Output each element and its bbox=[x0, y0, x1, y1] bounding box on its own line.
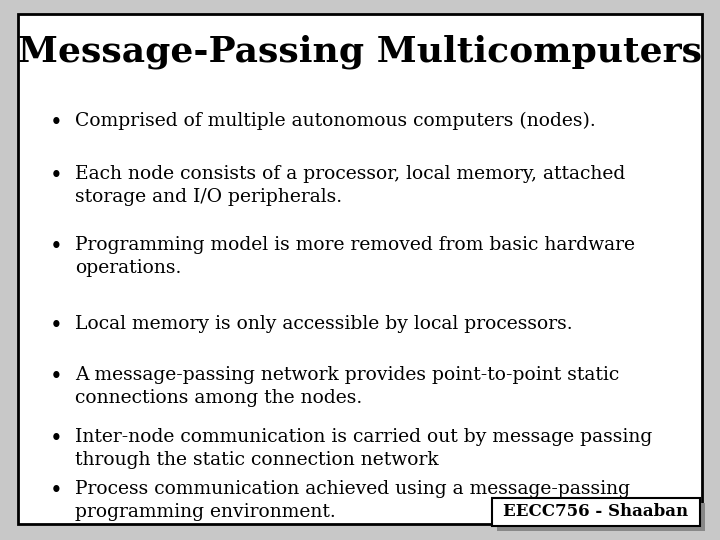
Text: •: • bbox=[50, 112, 63, 134]
Text: Comprised of multiple autonomous computers (nodes).: Comprised of multiple autonomous compute… bbox=[75, 112, 595, 130]
Text: EECC756 - Shaaban: EECC756 - Shaaban bbox=[503, 503, 688, 521]
Text: Local memory is only accessible by local processors.: Local memory is only accessible by local… bbox=[75, 315, 572, 333]
Text: •: • bbox=[50, 236, 63, 258]
Text: •: • bbox=[50, 165, 63, 187]
Text: •: • bbox=[50, 428, 63, 450]
Text: Inter-node communication is carried out by message passing
through the static co: Inter-node communication is carried out … bbox=[75, 428, 652, 469]
Text: Message-Passing Multicomputers: Message-Passing Multicomputers bbox=[18, 35, 702, 69]
Text: •: • bbox=[50, 366, 63, 388]
Text: Programming model is more removed from basic hardware
operations.: Programming model is more removed from b… bbox=[75, 236, 635, 277]
Text: •: • bbox=[50, 480, 63, 502]
Bar bbox=[497, 503, 705, 531]
Text: A message-passing network provides point-to-point static
connections among the n: A message-passing network provides point… bbox=[75, 366, 619, 407]
Bar bbox=[492, 498, 700, 526]
Text: Process communication achieved using a message-passing
programming environment.: Process communication achieved using a m… bbox=[75, 480, 630, 521]
Text: •: • bbox=[50, 315, 63, 337]
Text: Each node consists of a processor, local memory, attached
storage and I/O periph: Each node consists of a processor, local… bbox=[75, 165, 625, 206]
